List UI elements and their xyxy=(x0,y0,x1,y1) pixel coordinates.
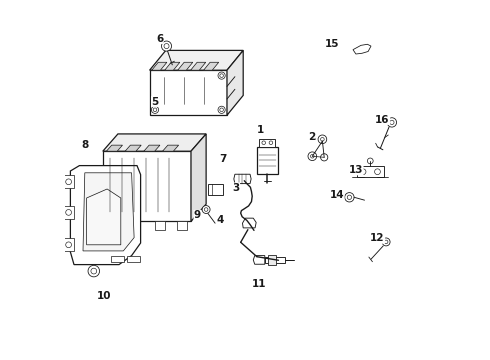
Polygon shape xyxy=(106,145,122,151)
Circle shape xyxy=(202,206,210,213)
Polygon shape xyxy=(87,189,121,245)
Polygon shape xyxy=(243,218,256,228)
Text: 4: 4 xyxy=(217,215,224,225)
Polygon shape xyxy=(149,50,243,70)
Polygon shape xyxy=(155,221,166,230)
Text: 6: 6 xyxy=(156,33,163,44)
Circle shape xyxy=(162,41,172,51)
Polygon shape xyxy=(63,238,74,251)
Polygon shape xyxy=(227,50,243,115)
Polygon shape xyxy=(152,62,167,70)
Polygon shape xyxy=(103,151,191,221)
Polygon shape xyxy=(71,166,141,265)
Polygon shape xyxy=(163,145,179,151)
Text: 14: 14 xyxy=(329,190,344,200)
Circle shape xyxy=(318,135,327,144)
Polygon shape xyxy=(63,175,74,188)
Circle shape xyxy=(345,193,354,202)
Text: 7: 7 xyxy=(219,154,226,164)
Polygon shape xyxy=(257,147,278,174)
Text: 2: 2 xyxy=(308,132,315,142)
Text: 8: 8 xyxy=(81,140,88,150)
Text: 12: 12 xyxy=(370,233,385,243)
Polygon shape xyxy=(234,174,251,184)
Text: 1: 1 xyxy=(257,125,264,135)
Polygon shape xyxy=(178,62,193,70)
Text: 13: 13 xyxy=(348,165,363,175)
Polygon shape xyxy=(177,221,187,230)
Polygon shape xyxy=(149,70,227,115)
Polygon shape xyxy=(259,139,275,147)
Polygon shape xyxy=(191,134,206,221)
Polygon shape xyxy=(269,255,275,265)
Polygon shape xyxy=(111,256,123,262)
Polygon shape xyxy=(265,257,285,263)
Polygon shape xyxy=(353,44,371,54)
Text: 11: 11 xyxy=(252,279,267,289)
Polygon shape xyxy=(130,221,140,230)
Polygon shape xyxy=(125,145,141,151)
Polygon shape xyxy=(63,206,74,219)
Polygon shape xyxy=(165,62,180,70)
Circle shape xyxy=(320,154,328,161)
Text: 3: 3 xyxy=(232,183,240,193)
Circle shape xyxy=(382,238,390,246)
Polygon shape xyxy=(127,256,140,262)
Polygon shape xyxy=(109,221,119,230)
Circle shape xyxy=(368,158,373,164)
Text: 9: 9 xyxy=(194,210,201,220)
Polygon shape xyxy=(204,62,219,70)
Circle shape xyxy=(88,265,99,277)
Polygon shape xyxy=(103,134,206,151)
Polygon shape xyxy=(144,145,160,151)
Polygon shape xyxy=(83,173,134,251)
Polygon shape xyxy=(357,166,384,177)
Text: 10: 10 xyxy=(97,291,111,301)
Circle shape xyxy=(308,152,317,161)
Text: 5: 5 xyxy=(151,96,159,107)
Text: 15: 15 xyxy=(325,39,340,49)
Polygon shape xyxy=(253,256,265,264)
Circle shape xyxy=(387,118,396,127)
Text: 16: 16 xyxy=(375,114,390,125)
Polygon shape xyxy=(191,62,206,70)
Polygon shape xyxy=(208,184,223,195)
